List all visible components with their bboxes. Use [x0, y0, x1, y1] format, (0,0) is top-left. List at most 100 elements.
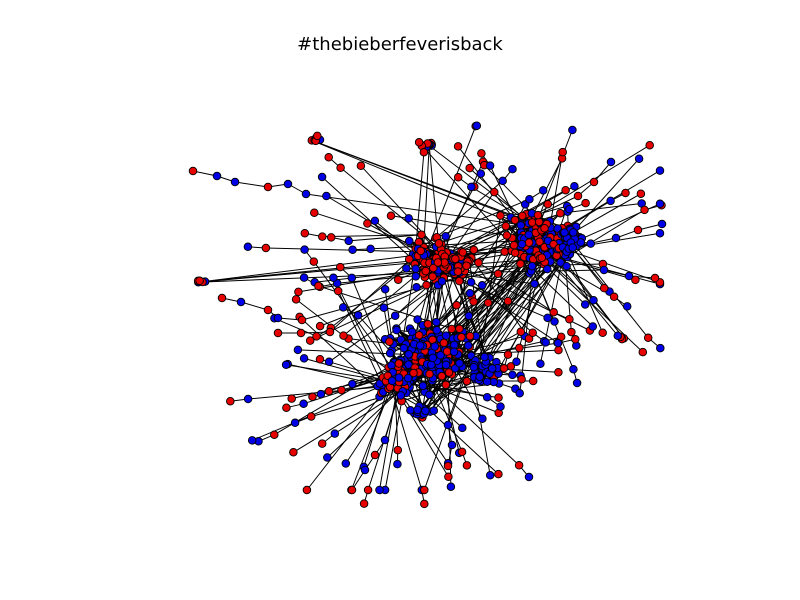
graph-edge — [309, 262, 479, 342]
graph-node-red — [589, 177, 599, 187]
graph-node-blue — [466, 277, 476, 287]
graph-node-red — [554, 368, 563, 377]
graph-node-red — [386, 211, 396, 220]
graph-node-blue — [515, 388, 524, 398]
graph-node-blue — [485, 161, 495, 170]
graph-node-blue — [347, 273, 357, 283]
graph-node-red — [336, 262, 345, 272]
graph-node-red — [419, 148, 429, 157]
graph-node-blue — [524, 230, 534, 239]
graph-node-blue — [599, 265, 609, 275]
graph-node-red — [414, 138, 424, 147]
graph-node-red — [496, 211, 505, 220]
graph-node-blue — [517, 239, 527, 249]
graph-node-blue — [316, 389, 326, 399]
graph-edge — [468, 250, 537, 317]
graph-node-blue — [375, 485, 384, 495]
graph-node-red — [297, 315, 307, 325]
graph-edge — [198, 251, 440, 283]
graph-node-blue — [568, 125, 577, 135]
graph-node-red — [609, 292, 619, 302]
graph-node-red — [527, 218, 537, 227]
graph-node-red — [503, 350, 513, 359]
graph-node-blue — [330, 429, 340, 438]
graph-node-blue — [464, 311, 474, 321]
graph-node-red — [434, 239, 444, 248]
graph-node-blue — [425, 390, 434, 400]
graph-node-red — [324, 153, 333, 162]
graph-node-blue — [338, 303, 348, 312]
graph-node-blue — [430, 342, 440, 351]
graph-node-blue — [441, 232, 450, 241]
graph-node-red — [433, 258, 443, 267]
graph-node-blue — [396, 391, 406, 400]
graph-node-red — [517, 375, 526, 384]
graph-node-red — [510, 248, 520, 258]
graph-edge — [360, 165, 446, 257]
graph-node-red — [315, 354, 325, 364]
graph-node-blue — [565, 204, 574, 214]
graph-edge — [306, 391, 384, 491]
graph-node-blue — [324, 357, 334, 367]
graph-node-red — [443, 461, 453, 471]
graph-node-blue — [568, 243, 577, 252]
graph-node-red — [501, 221, 511, 231]
graph-node-red — [556, 208, 565, 218]
graph-node-blue — [293, 345, 303, 355]
graph-node-blue — [524, 472, 534, 482]
graph-node-red — [339, 331, 348, 340]
graph-node-blue — [556, 258, 565, 267]
graph-node-blue — [393, 459, 402, 469]
graph-node-blue — [580, 300, 590, 309]
graph-node-blue — [415, 341, 425, 350]
graph-node-blue — [572, 378, 582, 388]
graph-node-blue — [622, 302, 632, 311]
graph-node-red — [370, 450, 380, 460]
graph-node-blue — [370, 216, 380, 226]
graph-node-blue — [536, 359, 545, 368]
graph-node-blue — [634, 154, 644, 163]
graph-node-blue — [344, 236, 353, 246]
graph-node-red — [325, 327, 335, 337]
graph-node-red — [317, 439, 327, 448]
graph-node-blue — [472, 121, 482, 130]
graph-node-red — [263, 305, 273, 315]
graph-node-red — [453, 267, 463, 276]
graph-node-red — [500, 247, 509, 256]
graph-node-red — [195, 276, 204, 286]
graph-node-blue — [447, 440, 457, 450]
graph-node-red — [462, 261, 471, 270]
graph-node-blue — [441, 360, 451, 370]
graph-node-red — [393, 445, 403, 455]
graph-node-blue — [299, 399, 308, 408]
graph-node-red — [217, 293, 227, 303]
graph-node-blue — [301, 189, 311, 199]
graph-node-red — [518, 211, 527, 221]
figure-title: #thebieberfeverisback — [297, 34, 503, 55]
graph-node-blue — [655, 228, 665, 238]
graph-edge — [441, 161, 484, 256]
graph-node-blue — [480, 352, 489, 362]
graph-node-blue — [432, 317, 441, 327]
graph-node-red — [359, 499, 369, 508]
graph-node-blue — [428, 353, 438, 363]
graph-node-blue — [657, 219, 667, 229]
graph-node-red — [439, 338, 449, 348]
graph-node-red — [636, 189, 646, 198]
graph-node-blue — [421, 406, 430, 416]
graph-node-blue — [464, 341, 473, 350]
graph-node-red — [294, 287, 303, 297]
graph-node-red — [457, 447, 467, 457]
graph-node-blue — [467, 182, 476, 192]
graph-node-red — [444, 472, 453, 482]
graph-node-blue — [586, 239, 595, 248]
graph-node-blue — [348, 245, 357, 254]
graph-node-red — [469, 297, 478, 306]
graph-node-blue — [498, 176, 507, 186]
graph-node-blue — [655, 199, 665, 209]
graph-node-red — [524, 238, 534, 247]
graph-edge — [469, 167, 537, 231]
graph-node-red — [514, 461, 524, 470]
graph-edge — [234, 181, 269, 188]
